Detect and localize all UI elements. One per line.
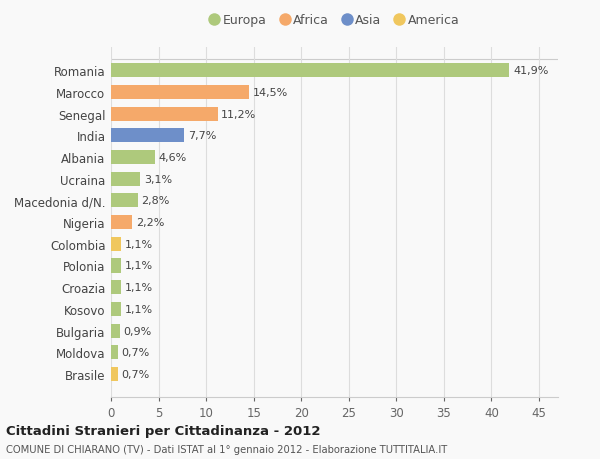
Bar [111,259,121,273]
Bar [111,107,218,122]
Text: 2,2%: 2,2% [136,218,164,228]
Text: 14,5%: 14,5% [253,88,288,98]
Text: 0,7%: 0,7% [121,347,150,358]
Text: 4,6%: 4,6% [158,153,187,162]
Text: 2,8%: 2,8% [142,196,170,206]
Legend: Europa, Africa, Asia, America: Europa, Africa, Asia, America [205,9,464,32]
Bar [111,194,137,208]
Text: COMUNE DI CHIARANO (TV) - Dati ISTAT al 1° gennaio 2012 - Elaborazione TUTTITALI: COMUNE DI CHIARANO (TV) - Dati ISTAT al … [6,444,447,454]
Bar [111,216,132,230]
Bar [111,172,140,186]
Text: Cittadini Stranieri per Cittadinanza - 2012: Cittadini Stranieri per Cittadinanza - 2… [6,424,320,437]
Text: 1,1%: 1,1% [125,261,154,271]
Text: 3,1%: 3,1% [144,174,172,185]
Text: 41,9%: 41,9% [514,66,548,76]
Bar [111,280,121,295]
Text: 1,1%: 1,1% [125,239,154,249]
Text: 11,2%: 11,2% [221,109,257,119]
Text: 7,7%: 7,7% [188,131,217,141]
Text: 1,1%: 1,1% [125,283,154,292]
Text: 0,7%: 0,7% [121,369,150,379]
Bar [111,346,118,359]
Bar [111,302,121,316]
Text: 0,9%: 0,9% [124,326,152,336]
Bar [111,237,121,251]
Bar [111,129,184,143]
Bar [111,151,155,165]
Bar [111,86,249,100]
Bar [111,367,118,381]
Bar [111,64,509,78]
Text: 1,1%: 1,1% [125,304,154,314]
Bar [111,324,119,338]
